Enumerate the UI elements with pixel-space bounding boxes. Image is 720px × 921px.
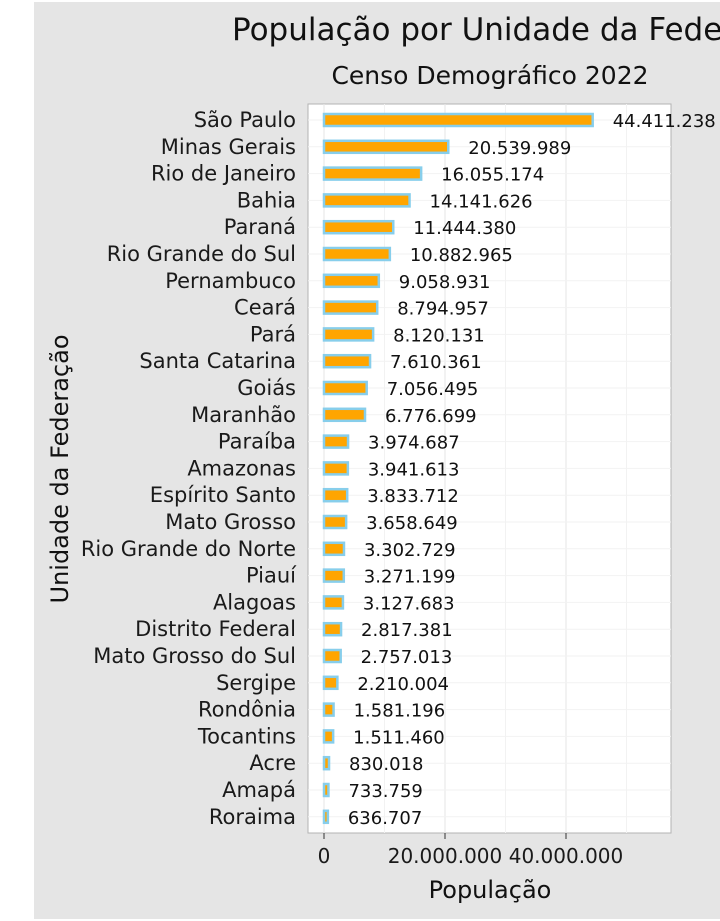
value-label: 2.210.004 [357,674,449,695]
category-label: Piauí [246,564,297,588]
bar [322,219,395,235]
value-label: 8.120.131 [393,325,485,346]
x-axis-title: População [429,876,552,904]
category-label: Minas Gerais [161,135,296,159]
chart-subtitle: Censo Demográfico 2022 [331,61,648,90]
y-axis-title: Unidade da Federação [46,334,74,603]
value-label: 6.776.699 [385,406,477,427]
value-label: 2.817.381 [361,620,453,641]
value-label: 7.056.495 [387,379,479,400]
value-label: 8.794.957 [397,299,489,320]
bars [322,112,594,825]
chart: População por Unidade da Federação Censo… [46,12,720,904]
category-label: Amazonas [187,456,296,480]
bar [322,621,343,637]
category-label: Sergipe [216,671,296,695]
category-label: Acre [249,751,296,775]
value-label: 11.444.380 [413,218,516,239]
bar [322,193,411,208]
x-tick-label: 20.000.000 [388,844,503,868]
category-label: Pernambuco [165,269,296,293]
bar [322,327,375,342]
category-label: Paraná [224,215,296,239]
bar [322,755,331,771]
x-axis-ticks: 0 20.000.000 40.000.000 [318,833,624,868]
category-label: Goiás [237,376,296,400]
chart-title: População por Unidade da Federação [232,12,720,48]
category-labels: São Paulo Minas Gerais Rio de JaneiroBahia… [81,108,297,829]
value-labels: 44.411.238 20.539.989 16.055.174 14.141.626… [348,111,716,829]
category-label: Maranhão [191,403,296,427]
value-label: 3.658.649 [366,513,458,534]
chart-panel: População por Unidade da Federação Censo… [34,2,720,919]
bar [322,166,423,181]
category-label: Bahia [237,188,296,212]
value-label: 3.127.683 [363,593,455,614]
category-label: Rondônia [198,698,296,722]
bar [322,112,594,128]
category-label: Pará [250,322,296,346]
value-label: 3.974.687 [368,433,460,454]
value-label: 3.833.712 [367,486,459,507]
category-label: São Paulo [194,108,296,132]
bar [322,380,368,396]
bar [322,246,392,262]
category-label: Roraima [209,805,296,829]
bar [322,487,349,503]
bar [322,729,335,744]
category-label: Ceará [234,296,296,320]
category-label: Rio Grande do Sul [107,242,296,266]
bar [322,541,346,557]
value-label: 636.707 [348,808,422,829]
value-label: 2.757.013 [361,647,453,668]
value-label: 3.302.729 [364,540,456,561]
value-label: 830.018 [349,754,423,775]
bar [322,514,348,530]
bar [322,353,372,369]
value-label: 10.882.965 [410,245,513,266]
bar [322,461,350,476]
bar [322,595,345,610]
category-label: Mato Grosso do Sul [93,644,296,668]
x-tick-label: 40.000.000 [509,844,624,868]
x-tick-label: 0 [318,844,331,868]
category-label: Rio de Janeiro [151,162,296,186]
bar [322,702,335,717]
category-label: Tocantins [197,724,296,748]
category-label: Santa Catarina [139,349,296,373]
bar [322,809,330,825]
bar [322,648,342,664]
value-label: 20.539.989 [468,138,571,159]
category-label: Distrito Federal [135,617,296,641]
bar [322,568,346,583]
bar [322,675,339,691]
bar [322,407,367,423]
value-label: 9.058.931 [399,272,491,293]
bar [322,300,379,315]
bar [322,139,450,155]
bar [322,434,350,449]
bar [322,782,330,798]
value-label: 7.610.361 [390,352,482,373]
category-label: Espírito Santo [150,483,296,507]
bar [322,273,381,289]
value-label: 1.581.196 [354,701,446,722]
value-label: 14.141.626 [430,191,533,212]
value-label: 733.759 [348,781,422,802]
value-label: 44.411.238 [613,111,716,132]
category-label: Paraíba [218,430,296,454]
category-label: Mato Grosso [165,510,296,534]
category-label: Amapá [222,778,296,802]
value-label: 16.055.174 [441,165,544,186]
category-label: Rio Grande do Norte [81,537,296,561]
value-label: 3.941.613 [368,459,460,480]
category-label: Alagoas [213,590,296,614]
value-label: 3.271.199 [364,567,456,588]
value-label: 1.511.460 [353,727,445,748]
